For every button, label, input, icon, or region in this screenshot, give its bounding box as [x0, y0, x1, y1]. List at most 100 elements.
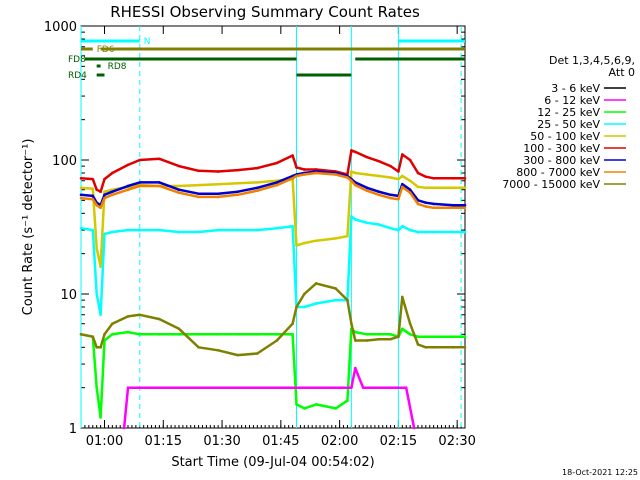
- series-point-25-50-kev: [408, 228, 412, 232]
- series-point-100-300-kev: [197, 169, 200, 173]
- series-point-300-800-kev: [236, 190, 240, 194]
- series-point-50-100-kev: [314, 239, 318, 242]
- data-series: [79, 149, 467, 430]
- series-point-6-12-kev: [412, 426, 416, 430]
- event-bar-label-fd6: FD6: [97, 45, 115, 55]
- series-point-100-300-kev: [126, 163, 130, 167]
- series-point-25-50-kev: [103, 232, 106, 236]
- axes: 1 10 100 1000 01:00 01:15 01:30 01:45 02:00 02:15…: [44, 20, 476, 449]
- series-point-100-300-kev: [91, 177, 95, 181]
- series-point-12-25-kev: [314, 403, 318, 406]
- x-axis-label: Start Time (09-Jul-04 00:54:02): [171, 455, 374, 470]
- series-point-12-25-kev: [389, 333, 392, 336]
- series-point-50-100-kev: [99, 265, 102, 268]
- series-point-800-7000-kev: [177, 191, 181, 195]
- series-point-800-7000-kev: [451, 206, 455, 210]
- series-line-7000-15000-kev: [80, 282, 465, 357]
- series-point-800-7000-kev: [346, 176, 349, 179]
- series-point-100-300-kev: [451, 177, 455, 180]
- event-bar-label-fd8: FD8: [68, 55, 86, 65]
- x-tick-label: 01:15: [145, 434, 182, 449]
- series-point-50-100-kev: [346, 234, 349, 238]
- series-point-25-50-kev: [197, 230, 200, 234]
- series-point-25-50-kev: [353, 218, 357, 221]
- series-point-800-7000-kev: [334, 173, 337, 176]
- series-point-12-25-kev: [424, 335, 428, 339]
- series-point-7000-15000-kev: [416, 343, 420, 346]
- series-point-25-50-kev: [389, 226, 392, 230]
- series-point-800-7000-kev: [401, 185, 404, 189]
- series-point-100-300-kev: [314, 168, 318, 171]
- series-point-100-300-kev: [295, 166, 298, 169]
- series-point-25-50-kev: [291, 225, 294, 228]
- series-point-25-50-kev: [111, 230, 114, 234]
- series-point-100-300-kev: [350, 149, 353, 152]
- series-point-100-300-kev: [275, 161, 279, 165]
- legend-label: 300 - 800 keV: [523, 154, 600, 167]
- series-point-12-25-kev: [365, 333, 369, 336]
- series-point-800-7000-kev: [463, 206, 467, 210]
- series-point-50-100-kev: [350, 170, 353, 173]
- series-point-50-100-kev: [451, 186, 455, 190]
- series-point-12-25-kev: [236, 333, 240, 336]
- series-point-800-7000-kev: [103, 196, 106, 200]
- series-point-300-800-kev: [389, 193, 392, 197]
- series-point-7000-15000-kev: [334, 287, 337, 290]
- series-point-25-50-kev: [91, 228, 95, 232]
- series-point-25-50-kev: [424, 230, 428, 234]
- series-point-100-300-kev: [432, 177, 435, 180]
- series-point-50-100-kev: [377, 174, 381, 178]
- series-point-100-300-kev: [158, 157, 161, 161]
- series-point-300-800-kev: [79, 193, 83, 197]
- footer-date: 18-Oct-2021 12:25: [562, 468, 638, 477]
- series-point-100-300-kev: [99, 190, 102, 194]
- series-point-100-300-kev: [389, 164, 392, 168]
- series-point-6-12-kev: [353, 366, 357, 370]
- series-point-50-100-kev: [79, 186, 83, 190]
- series-point-100-300-kev: [463, 177, 467, 180]
- series-line-100-300-kev: [80, 149, 465, 193]
- series-point-7000-15000-kev: [365, 339, 369, 342]
- series-point-6-12-kev: [361, 386, 365, 389]
- series-point-6-12-kev: [126, 386, 130, 389]
- series-point-12-25-kev: [346, 399, 349, 402]
- series-point-100-300-kev: [236, 168, 240, 172]
- series-point-100-300-kev: [216, 170, 220, 173]
- chart-title: RHESSI Observing Summary Count Rates: [110, 3, 420, 21]
- legend-label: 12 - 25 keV: [537, 106, 600, 119]
- series-point-25-50-kev: [365, 221, 369, 225]
- series-point-25-50-kev: [256, 228, 259, 232]
- series-point-25-50-kev: [451, 230, 455, 234]
- series-point-7000-15000-kev: [432, 346, 435, 349]
- series-point-800-7000-kev: [424, 205, 428, 208]
- legend-label: 50 - 100 keV: [530, 130, 600, 143]
- legend-label: 25 - 50 keV: [537, 118, 600, 131]
- series-point-50-100-kev: [303, 241, 306, 245]
- series-point-800-7000-kev: [389, 196, 392, 200]
- y-axis-label: Count Rate (s⁻¹ detector⁻¹): [21, 139, 36, 316]
- series-point-100-300-kev: [95, 188, 98, 192]
- series-point-800-7000-kev: [408, 191, 412, 195]
- series-point-50-100-kev: [256, 181, 259, 184]
- series-line-300-800-kev: [80, 170, 465, 207]
- series-point-50-100-kev: [91, 187, 95, 191]
- series-point-12-25-kev: [138, 333, 142, 336]
- series-point-6-12-kev: [197, 386, 200, 389]
- series-point-7000-15000-kev: [408, 322, 412, 326]
- series-point-25-50-kev: [432, 230, 435, 234]
- series-point-25-50-kev: [236, 228, 240, 232]
- series-point-300-800-kev: [463, 203, 467, 207]
- series-point-800-7000-kev: [197, 195, 200, 199]
- series-point-7000-15000-kev: [303, 292, 306, 296]
- series-point-25-50-kev: [350, 215, 353, 218]
- x-tick-label: 02:15: [380, 434, 417, 449]
- series-point-50-100-kev: [397, 177, 400, 181]
- series-point-25-50-kev: [401, 225, 404, 228]
- series-point-12-25-kev: [377, 333, 381, 336]
- series-point-12-25-kev: [99, 416, 102, 419]
- series-point-12-25-kev: [401, 327, 404, 331]
- series-point-800-7000-kev: [416, 202, 420, 206]
- series-point-12-25-kev: [432, 335, 435, 339]
- series-point-800-7000-kev: [91, 197, 95, 201]
- series-point-300-800-kev: [365, 186, 369, 190]
